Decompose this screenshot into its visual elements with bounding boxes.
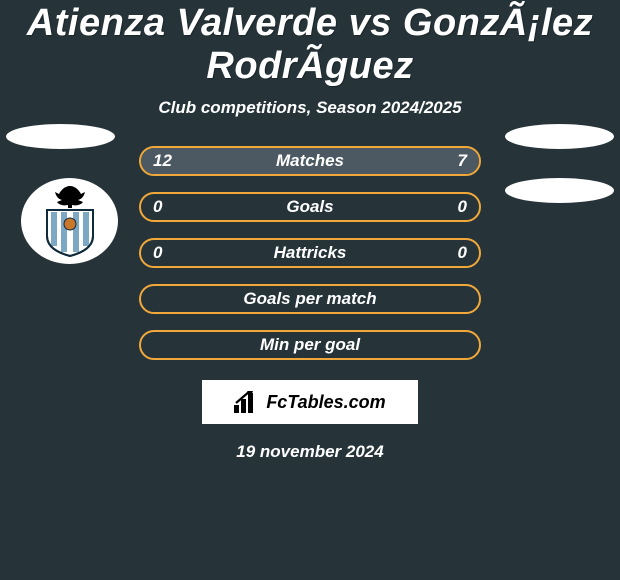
page-title: Atienza Valverde vs GonzÃ¡lez RodrÃ­guez xyxy=(0,2,620,88)
stat-row: 00Goals xyxy=(139,192,481,222)
stat-label: Min per goal xyxy=(141,335,479,355)
stat-row: Min per goal xyxy=(139,330,481,360)
brand-label: FcTables.com xyxy=(266,392,385,413)
player-right-placeholder-2 xyxy=(505,178,614,203)
player-left-placeholder-1 xyxy=(6,124,115,149)
stat-row: Goals per match xyxy=(139,284,481,314)
player-right-placeholder-1 xyxy=(505,124,614,149)
stat-label: Hattricks xyxy=(141,243,479,263)
stat-label: Matches xyxy=(141,151,479,171)
club-badge-left xyxy=(21,178,118,264)
brand-box[interactable]: FcTables.com xyxy=(202,380,418,424)
stat-label: Goals per match xyxy=(141,289,479,309)
bars-icon xyxy=(234,391,260,413)
date-label: 19 november 2024 xyxy=(0,442,620,462)
stat-label: Goals xyxy=(141,197,479,217)
comparison-card: Atienza Valverde vs GonzÃ¡lez RodrÃ­guez… xyxy=(0,0,620,580)
stat-row: 00Hattricks xyxy=(139,238,481,268)
stat-row: 127Matches xyxy=(139,146,481,176)
club-crest-icon xyxy=(35,184,105,258)
subtitle: Club competitions, Season 2024/2025 xyxy=(0,98,620,118)
